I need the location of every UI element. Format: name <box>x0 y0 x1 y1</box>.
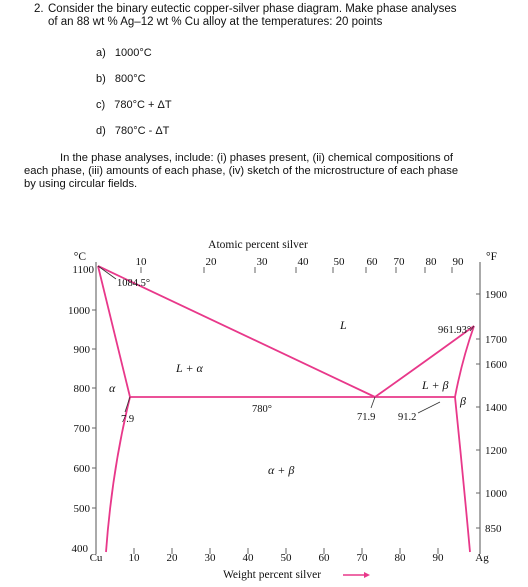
right-tick-1700: 1700 <box>485 334 508 346</box>
left-tick-1100: 1100 <box>72 264 94 276</box>
eutectic-temp-label: 780° <box>252 404 272 415</box>
phase-boundaries <box>97 265 475 553</box>
right-axis-ticks: °F 1900 1700 1600 1400 1200 1000 850 <box>485 251 508 535</box>
left-tick-800: 800 <box>74 383 91 395</box>
bottom-tick-80: 80 <box>395 552 407 564</box>
right-end-ag: Ag <box>475 552 489 564</box>
problem-text-2: of an 88 wt % Ag–12 wt % Cu alloy at the… <box>48 16 383 28</box>
top-tick-50: 50 <box>334 256 346 268</box>
item-d-text: 780°C - ΔT <box>114 125 170 137</box>
liquidus-cu-side <box>97 265 376 398</box>
right-tick-marks <box>476 293 480 529</box>
top-axis-label: Atomic percent silver <box>208 239 308 251</box>
bottom-tick-40: 40 <box>243 552 255 564</box>
bottom-tick-60: 60 <box>319 552 331 564</box>
item-a: a) 1000°C <box>96 47 152 59</box>
left-tick-600: 600 <box>74 463 91 475</box>
right-tick-1000: 1000 <box>485 488 508 500</box>
eutectic-comp-label: 71.9 <box>357 412 375 423</box>
right-tick-1900: 1900 <box>485 289 508 301</box>
top-tick-30: 30 <box>257 256 269 268</box>
bottom-tick-70: 70 <box>357 552 369 564</box>
top-tick-20: 20 <box>206 256 218 268</box>
liquidus-ag-side <box>374 325 475 398</box>
arrow-icon <box>343 572 370 578</box>
item-c-label: c) <box>96 99 106 111</box>
diagram-labels: 1084.5° 961.93° 780° 7.9 71.9 91.2 L L +… <box>109 278 471 477</box>
left-end-cu: Cu <box>90 552 103 564</box>
alpha-region-label: α <box>109 381 116 395</box>
item-d: d) 780°C - ΔT <box>96 125 169 137</box>
top-tick-60: 60 <box>367 256 379 268</box>
bottom-tick-50: 50 <box>281 552 293 564</box>
left-tick-700: 700 <box>74 423 91 435</box>
item-c: c) 780°C + ΔT <box>96 99 172 111</box>
left-tick-1000: 1000 <box>68 305 91 317</box>
top-tick-10: 10 <box>136 256 148 268</box>
bottom-axis-label: Weight percent silver <box>223 569 321 581</box>
top-tick-80: 80 <box>426 256 438 268</box>
right-unit: °F <box>486 251 497 263</box>
bottom-axis: Cu 10 20 30 40 50 60 70 80 90 Ag Weight … <box>90 552 490 581</box>
bottom-tick-30: 30 <box>205 552 217 564</box>
item-a-text: 1000°C <box>114 47 152 59</box>
bottom-tick-90: 90 <box>433 552 445 564</box>
solidus-beta <box>454 325 475 398</box>
left-axis-ticks: °C 1100 1000 900 800 700 600 500 400 <box>68 251 94 555</box>
right-tick-850: 850 <box>485 523 502 535</box>
top-tick-90: 90 <box>453 256 465 268</box>
instructions-line-2: each phase, (iii) amounts of each phase,… <box>24 165 459 177</box>
l-beta-region-label: L + β <box>421 378 449 392</box>
alpha-beta-region-label: α + β <box>268 463 294 477</box>
problem-number: 2. <box>34 3 44 15</box>
beta-region-label: β <box>459 394 466 408</box>
item-d-label: d) <box>96 125 106 137</box>
liquid-region-label: L <box>339 318 347 332</box>
instructions-line-1: In the phase analyses, include: (i) phas… <box>60 152 453 164</box>
left-tick-400: 400 <box>72 543 89 555</box>
right-tick-1600: 1600 <box>485 359 508 371</box>
left-tick-900: 900 <box>74 344 91 356</box>
problem-statement: 2. Consider the binary eutectic copper-s… <box>34 3 514 29</box>
left-unit: °C <box>74 251 87 263</box>
top-tick-40: 40 <box>298 256 310 268</box>
item-b-label: b) <box>96 73 106 85</box>
right-tick-1400: 1400 <box>485 402 508 414</box>
bottom-tick-marks <box>133 548 439 554</box>
top-tick-70: 70 <box>394 256 406 268</box>
solidus-alpha <box>97 265 131 398</box>
left-tick-marks <box>92 309 96 509</box>
problem-line-1: 2. Consider the binary eutectic copper-s… <box>34 3 514 16</box>
bottom-tick-20: 20 <box>167 552 179 564</box>
item-c-text: 780°C + ΔT <box>114 99 172 111</box>
l-alpha-region-label: L + α <box>175 361 204 375</box>
alpha-solvus-label: 7.9 <box>121 414 134 425</box>
top-axis: Atomic percent silver 10 20 30 40 50 60 … <box>136 239 465 268</box>
solvus-alpha <box>105 396 131 553</box>
ag-melt-label: 961.93° <box>438 325 471 336</box>
left-tick-500: 500 <box>74 503 91 515</box>
item-b-text: 800°C <box>114 73 146 85</box>
solvus-beta <box>454 396 471 553</box>
instructions: In the phase analyses, include: (i) phas… <box>24 152 514 191</box>
cu-melt-label: 1084.5° <box>117 278 150 289</box>
beta-solvus-label: 91.2 <box>398 412 416 423</box>
item-b: b) 800°C <box>96 73 146 85</box>
problem-text-1: Consider the binary eutectic copper-silv… <box>48 3 457 15</box>
callout-lines <box>97 265 475 414</box>
right-tick-1200: 1200 <box>485 445 508 457</box>
top-tick-marks <box>140 267 453 273</box>
item-a-label: a) <box>96 47 106 59</box>
bottom-tick-10: 10 <box>129 552 141 564</box>
instructions-line-3: by using circular fields. <box>24 178 138 190</box>
